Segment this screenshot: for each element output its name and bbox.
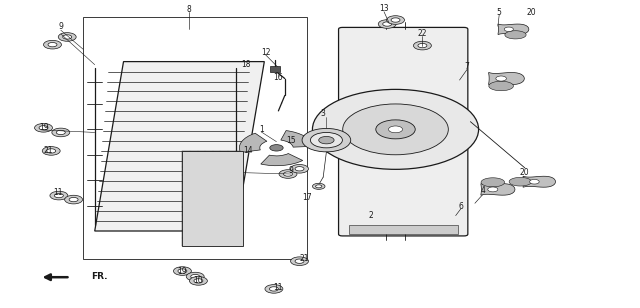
- Text: 20: 20: [520, 168, 530, 177]
- Circle shape: [291, 164, 308, 173]
- Circle shape: [270, 145, 283, 151]
- Text: 22: 22: [418, 29, 427, 38]
- Text: 21: 21: [44, 146, 52, 156]
- Circle shape: [312, 183, 325, 189]
- Polygon shape: [488, 72, 524, 85]
- Circle shape: [35, 124, 52, 132]
- Wedge shape: [239, 133, 267, 152]
- Circle shape: [48, 43, 57, 47]
- Circle shape: [194, 279, 203, 283]
- Bar: [182, 151, 243, 246]
- Circle shape: [387, 16, 404, 24]
- Text: 19: 19: [177, 266, 188, 276]
- Circle shape: [189, 277, 207, 285]
- Text: 18: 18: [242, 60, 251, 69]
- Text: 13: 13: [379, 4, 389, 13]
- Text: 10: 10: [193, 276, 204, 285]
- Circle shape: [265, 285, 283, 293]
- Text: 16: 16: [273, 72, 284, 82]
- Circle shape: [319, 136, 334, 144]
- Circle shape: [291, 257, 308, 265]
- Text: 2: 2: [369, 211, 374, 220]
- Text: FR.: FR.: [91, 272, 108, 281]
- Circle shape: [173, 267, 191, 275]
- Circle shape: [388, 126, 403, 133]
- Circle shape: [488, 187, 498, 192]
- Polygon shape: [95, 62, 264, 231]
- Circle shape: [69, 197, 78, 202]
- Text: 20: 20: [526, 8, 536, 17]
- Circle shape: [316, 185, 322, 188]
- Wedge shape: [260, 153, 303, 166]
- Text: 8: 8: [186, 5, 191, 14]
- Circle shape: [504, 27, 513, 31]
- Circle shape: [58, 33, 76, 41]
- Circle shape: [44, 40, 61, 49]
- Circle shape: [302, 128, 351, 152]
- Circle shape: [63, 35, 72, 39]
- Text: 5: 5: [497, 8, 502, 17]
- FancyBboxPatch shape: [339, 27, 468, 236]
- Circle shape: [42, 147, 60, 155]
- Circle shape: [54, 193, 63, 198]
- Text: 15: 15: [286, 136, 296, 145]
- Circle shape: [47, 149, 56, 153]
- Text: 3: 3: [321, 109, 326, 119]
- Circle shape: [279, 170, 297, 178]
- Polygon shape: [523, 176, 556, 187]
- Circle shape: [413, 41, 431, 50]
- Polygon shape: [509, 177, 531, 186]
- Text: 21: 21: [300, 254, 308, 263]
- Circle shape: [50, 191, 68, 200]
- Text: 17: 17: [302, 192, 312, 202]
- Bar: [270, 66, 280, 72]
- Circle shape: [269, 287, 278, 291]
- Circle shape: [191, 274, 200, 279]
- Text: 6: 6: [458, 202, 463, 211]
- Text: 9: 9: [289, 166, 294, 176]
- Text: 11: 11: [53, 188, 62, 197]
- Circle shape: [186, 272, 204, 281]
- Circle shape: [343, 104, 448, 155]
- Circle shape: [56, 130, 65, 135]
- Polygon shape: [481, 184, 515, 195]
- Polygon shape: [498, 24, 529, 34]
- Text: 12: 12: [261, 48, 270, 57]
- Circle shape: [295, 167, 304, 171]
- Wedge shape: [281, 131, 314, 147]
- Circle shape: [496, 76, 506, 81]
- Circle shape: [295, 259, 304, 263]
- Bar: [349, 225, 458, 234]
- Circle shape: [378, 20, 396, 28]
- Circle shape: [284, 172, 292, 176]
- Circle shape: [383, 22, 392, 26]
- Circle shape: [312, 89, 479, 169]
- Text: 9: 9: [58, 22, 63, 31]
- Polygon shape: [489, 81, 513, 91]
- Polygon shape: [481, 178, 504, 187]
- Text: 19: 19: [38, 123, 49, 132]
- Circle shape: [530, 179, 539, 184]
- Circle shape: [391, 18, 400, 22]
- Text: 11: 11: [274, 283, 283, 293]
- Circle shape: [52, 128, 70, 137]
- Circle shape: [39, 126, 48, 130]
- Circle shape: [376, 120, 415, 139]
- Circle shape: [65, 195, 83, 204]
- Circle shape: [178, 269, 187, 273]
- Text: 7: 7: [465, 62, 470, 71]
- Text: 14: 14: [243, 146, 253, 156]
- Text: 1: 1: [259, 125, 264, 134]
- Text: 4: 4: [481, 186, 486, 196]
- Circle shape: [418, 43, 427, 48]
- Polygon shape: [505, 31, 526, 39]
- Circle shape: [310, 132, 342, 148]
